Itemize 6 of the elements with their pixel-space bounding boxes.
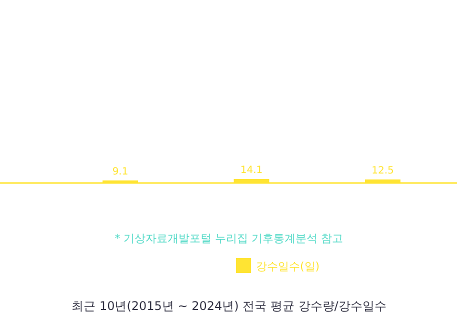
legend-label: 강수일수(일) bbox=[256, 260, 320, 273]
text: * 기상자료개발포털 누리집 기후통계분석 참고 bbox=[114, 232, 344, 245]
data-label: 14.1 bbox=[240, 165, 263, 176]
data-label: 9.1 bbox=[112, 166, 128, 178]
text: 최근 10년(2015년 ~ 2024년) 전국 평균 강수량/강수일수 bbox=[72, 299, 386, 313]
data-label: 12.5 bbox=[372, 165, 394, 176]
